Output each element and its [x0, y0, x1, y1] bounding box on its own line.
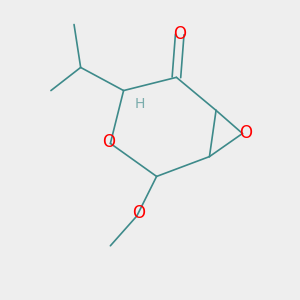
- Text: O: O: [173, 26, 186, 44]
- Text: H: H: [135, 97, 145, 111]
- Text: O: O: [132, 204, 145, 222]
- Text: O: O: [102, 133, 115, 151]
- Text: O: O: [239, 124, 252, 142]
